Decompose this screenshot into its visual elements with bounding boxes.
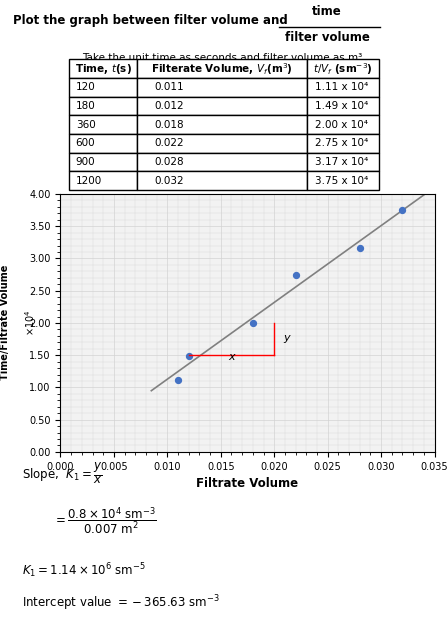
Point — [399, 205, 406, 215]
Text: $\times\mathregular{10}^4$: $\times\mathregular{10}^4$ — [24, 309, 37, 336]
X-axis label: Filtrate Volume: Filtrate Volume — [197, 477, 298, 490]
Text: Slope,  $K_1 = \dfrac{y}{x}$: Slope, $K_1 = \dfrac{y}{x}$ — [22, 461, 103, 486]
Text: Time/Filtrate Volume: Time/Filtrate Volume — [0, 265, 10, 380]
Text: $K_1 = 1.14\times10^6\ \mathrm{sm}^{-5}$: $K_1 = 1.14\times10^6\ \mathrm{sm}^{-5}$ — [22, 562, 146, 580]
Point — [292, 270, 299, 280]
Point — [356, 243, 363, 253]
Point — [174, 375, 181, 386]
Point — [185, 351, 192, 361]
Text: time: time — [312, 5, 342, 18]
Text: Take the unit time as seconds and filter volume as m³.: Take the unit time as seconds and filter… — [82, 53, 366, 63]
Text: $= \dfrac{0.8\times10^4\ \mathrm{sm}^{-3}}{0.007\ \mathrm{m}^2}$: $= \dfrac{0.8\times10^4\ \mathrm{sm}^{-3… — [53, 506, 157, 537]
Text: filter volume: filter volume — [285, 31, 370, 44]
Text: y: y — [283, 333, 289, 343]
Text: Plot the graph between filter volume and: Plot the graph between filter volume and — [13, 15, 288, 27]
Point — [249, 318, 256, 328]
Text: Intercept value $= -365.63\ \mathrm{sm}^{-3}$: Intercept value $= -365.63\ \mathrm{sm}^… — [22, 593, 220, 613]
Text: x: x — [228, 353, 235, 362]
